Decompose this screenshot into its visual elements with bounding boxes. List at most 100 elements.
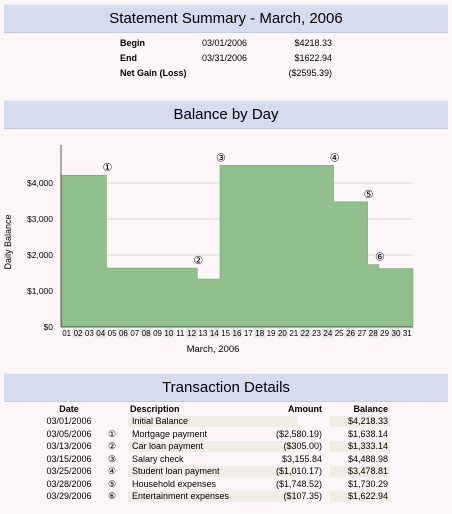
- y-tick-label: $2,000: [27, 250, 53, 260]
- summary-header: Statement Summary - March, 2006: [4, 4, 448, 33]
- x-tick-bg: [254, 328, 266, 338]
- summary-amount: ($2595.39): [288, 68, 332, 78]
- row-ref: ③: [107, 453, 117, 464]
- row-amount: ($305.00): [283, 441, 322, 451]
- x-tick-bg: [231, 328, 243, 338]
- x-tick-label: 17: [244, 329, 253, 338]
- row-balance: $4,218.33: [347, 416, 388, 426]
- balance-area: [60, 165, 414, 328]
- summary-table: Begin 03/01/2006 $4218.33 End 03/31/2006…: [120, 38, 332, 83]
- chart-axes: [60, 145, 413, 328]
- x-tick-label: 01: [62, 329, 71, 338]
- x-tick-bg: [185, 328, 198, 338]
- row-date: 03/13/2006: [46, 441, 92, 451]
- transaction-marker: ③: [216, 152, 226, 164]
- summary-title: Statement Summary - March, 2006: [109, 10, 343, 27]
- x-tick-bg: [322, 328, 334, 338]
- row-ref: ②: [107, 441, 117, 451]
- transaction-markers: ① ② ③ ④ ⑤ ⑥: [102, 152, 385, 267]
- row-date: 03/05/2006: [46, 428, 92, 439]
- row-ref: ⑥: [107, 491, 117, 501]
- x-tick-label: 28: [369, 329, 378, 338]
- transaction-marker: ①: [102, 162, 112, 174]
- row-amount: ($2,580.19): [275, 428, 322, 439]
- x-tick-label: 03: [85, 329, 94, 338]
- x-tick-label: 05: [108, 329, 117, 338]
- summary-row-end: End 03/31/2006 $1622.94: [120, 53, 332, 68]
- x-tick-bg: [163, 328, 175, 338]
- x-tick-label: 09: [153, 329, 162, 338]
- transaction-marker: ⑤: [364, 189, 374, 201]
- row-date: 03/15/2006: [46, 453, 92, 464]
- row-description: Salary check: [132, 453, 184, 464]
- row-balance: $3,478.81: [347, 466, 388, 476]
- x-tick-label: 27: [357, 329, 366, 338]
- x-tick-label: 04: [96, 329, 105, 338]
- y-tick-label: $3,000: [27, 214, 53, 224]
- row-ref: ①: [107, 428, 117, 439]
- x-tick-label: 12: [187, 329, 196, 338]
- x-tick-label: 25: [335, 329, 344, 338]
- transactions-header: Transaction Details: [4, 373, 448, 402]
- x-tick-bg: [390, 328, 402, 338]
- row-description: Student loan payment: [132, 466, 220, 476]
- table-row: 03/13/2006 ② Car loan payment ($305.00) …: [44, 441, 394, 454]
- row-amount: $3,155.84: [281, 453, 322, 464]
- transaction-marker: ④: [330, 152, 340, 164]
- table-row: 03/01/2006 Initial Balance $4,218.33: [44, 416, 394, 429]
- row-description: Car loan payment: [132, 441, 204, 451]
- summary-label: End: [120, 53, 137, 63]
- x-tick-label: 24: [323, 329, 332, 338]
- row-date: 03/01/2006: [46, 416, 92, 426]
- summary-row-begin: Begin 03/01/2006 $4218.33: [120, 38, 332, 53]
- x-tick-label: 14: [210, 329, 219, 338]
- x-axis-label: March, 2006: [187, 344, 240, 355]
- x-tick-bg: [95, 328, 107, 338]
- row-date: 03/28/2006: [46, 478, 92, 489]
- x-tick-bg: [208, 328, 220, 338]
- row-amount: ($107.35): [283, 491, 322, 501]
- row-date: 03/25/2006: [46, 466, 92, 476]
- x-tick-labels: 01 02 03 04 05 06 07 08 09 10 11 12 13 14 15 16 17 18 19 20…: [62, 328, 412, 338]
- x-tick-label: 02: [74, 329, 83, 338]
- x-tick-label: 18: [255, 329, 264, 338]
- x-tick-bg: [117, 328, 130, 338]
- summary-label: Begin: [120, 38, 146, 48]
- x-tick-label: 06: [119, 329, 128, 338]
- chart-header: Balance by Day: [4, 100, 448, 129]
- chart-title: Balance by Day: [173, 106, 279, 123]
- y-tick-label: $0: [44, 322, 54, 332]
- transactions-title: Transaction Details: [162, 379, 290, 396]
- row-ref: ④: [107, 466, 117, 476]
- x-tick-label: 16: [233, 329, 242, 338]
- x-tick-bg: [276, 328, 289, 338]
- x-tick-label: 10: [164, 329, 173, 338]
- row-balance: $1,638.14: [347, 428, 388, 439]
- x-tick-bg: [72, 328, 84, 338]
- x-tick-bg: [140, 328, 152, 338]
- y-tick-labels: $0 $1,000 $2,000 $3,000 $4,000: [27, 178, 53, 332]
- summary-date: 03/31/2006: [202, 53, 248, 63]
- y-axis-label: Daily Balance: [3, 214, 13, 269]
- summary-amount: $1622.94: [294, 53, 332, 63]
- summary-row-net: Net Gain (Loss) ($2595.39): [120, 68, 332, 83]
- x-tick-label: 26: [346, 329, 355, 338]
- x-tick-label: 15: [221, 329, 230, 338]
- transaction-marker: ②: [193, 255, 203, 267]
- x-tick-label: 07: [130, 329, 139, 338]
- x-tick-label: 21: [289, 329, 298, 338]
- x-tick-bg: [344, 328, 357, 338]
- summary-label: Net Gain (Loss): [120, 68, 187, 78]
- x-tick-label: 31: [403, 329, 412, 338]
- balance-chart: $0$1,000$2,000$3,000$4,000 01 02 03 04 05 06 0…: [3, 145, 414, 355]
- transaction-marker: ⑥: [375, 252, 385, 264]
- header-amount: Amount: [288, 404, 322, 414]
- x-tick-bg: [367, 328, 379, 338]
- summary-date: 03/01/2006: [202, 38, 248, 48]
- x-tick-label: 13: [198, 329, 207, 338]
- table-row: 03/05/2006 ① Mortgage payment ($2,580.19…: [44, 429, 394, 442]
- summary-amount: $4218.33: [294, 38, 332, 48]
- header-description: Description: [130, 404, 180, 414]
- x-tick-bg: [299, 328, 311, 338]
- x-tick-label: 23: [312, 329, 321, 338]
